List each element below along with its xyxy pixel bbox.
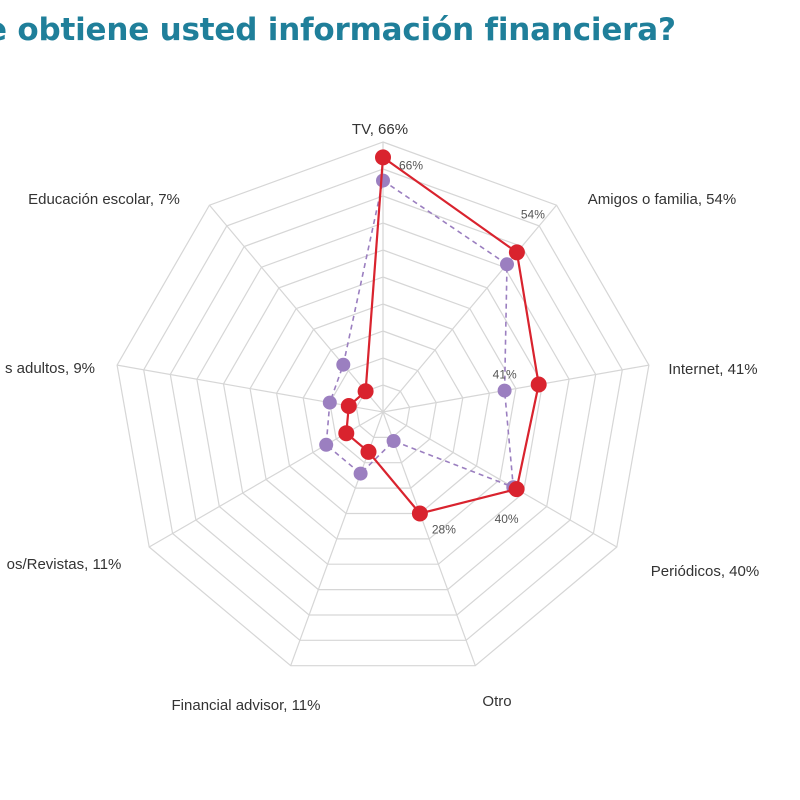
grid-spoke [116, 364, 384, 413]
grid-ring [302, 330, 464, 489]
series-2-point [336, 357, 351, 372]
series-2-line [325, 179, 515, 489]
grid-spoke [208, 204, 384, 413]
value-label: 41% [493, 368, 517, 382]
category-labels: TV, 66% Amigos o familia, 54% Internet, 41… [5, 121, 759, 714]
series-2-point [322, 395, 337, 410]
category-label: Periódicos, 40% [651, 563, 759, 580]
category-label: Financial advisor, 11% [172, 697, 321, 714]
grid-ring [169, 195, 597, 616]
series-2-point [353, 466, 368, 481]
series-1-point [411, 505, 428, 522]
radar-grid [116, 141, 650, 667]
grid-ring [222, 249, 544, 565]
series-2 [319, 173, 521, 495]
series-2-point [386, 434, 401, 448]
series-1-point [508, 244, 525, 261]
grid-ring [275, 303, 491, 515]
series-2-point [497, 383, 512, 398]
series-2-point [319, 437, 334, 452]
series-2-point [500, 257, 514, 272]
grid-ring [143, 168, 623, 641]
grid-ring [249, 276, 517, 540]
category-label: s adultos, 9% [5, 360, 95, 377]
value-label: 66% [399, 158, 423, 172]
grid-ring [116, 141, 650, 667]
grid-spoke [382, 364, 650, 413]
series-1-line [345, 155, 540, 515]
category-label: Otro [482, 693, 511, 710]
category-label: os/Revistas, 11% [7, 556, 122, 573]
chart-title: e obtiene usted información financiera? [0, 12, 676, 48]
grid-ring [196, 222, 570, 591]
category-label: Amigos o familia, 54% [588, 191, 736, 208]
category-label: Internet, 41% [668, 361, 757, 378]
series-1 [338, 149, 547, 522]
series-1-point [360, 443, 377, 460]
series-1-point [338, 425, 355, 442]
grid-ring [355, 384, 411, 438]
series-1-point [357, 383, 374, 400]
series-layer: 66% 54% 41% 40% 28% [319, 149, 547, 537]
category-label: TV, 66% [352, 121, 408, 138]
series-1-point [340, 398, 357, 414]
value-label: 28% [432, 523, 456, 537]
series-1-point [530, 376, 547, 393]
grid-ring [329, 357, 437, 464]
grid-spoke [382, 411, 618, 548]
grid-spoke [382, 204, 558, 413]
series-2-point [376, 173, 390, 188]
value-label: 54% [521, 207, 545, 221]
grid-spoke [382, 411, 476, 666]
series-1-point [375, 149, 391, 166]
value-label: 40% [495, 512, 519, 526]
category-label: Educación escolar, 7% [28, 191, 180, 208]
series-1-point [508, 481, 525, 498]
